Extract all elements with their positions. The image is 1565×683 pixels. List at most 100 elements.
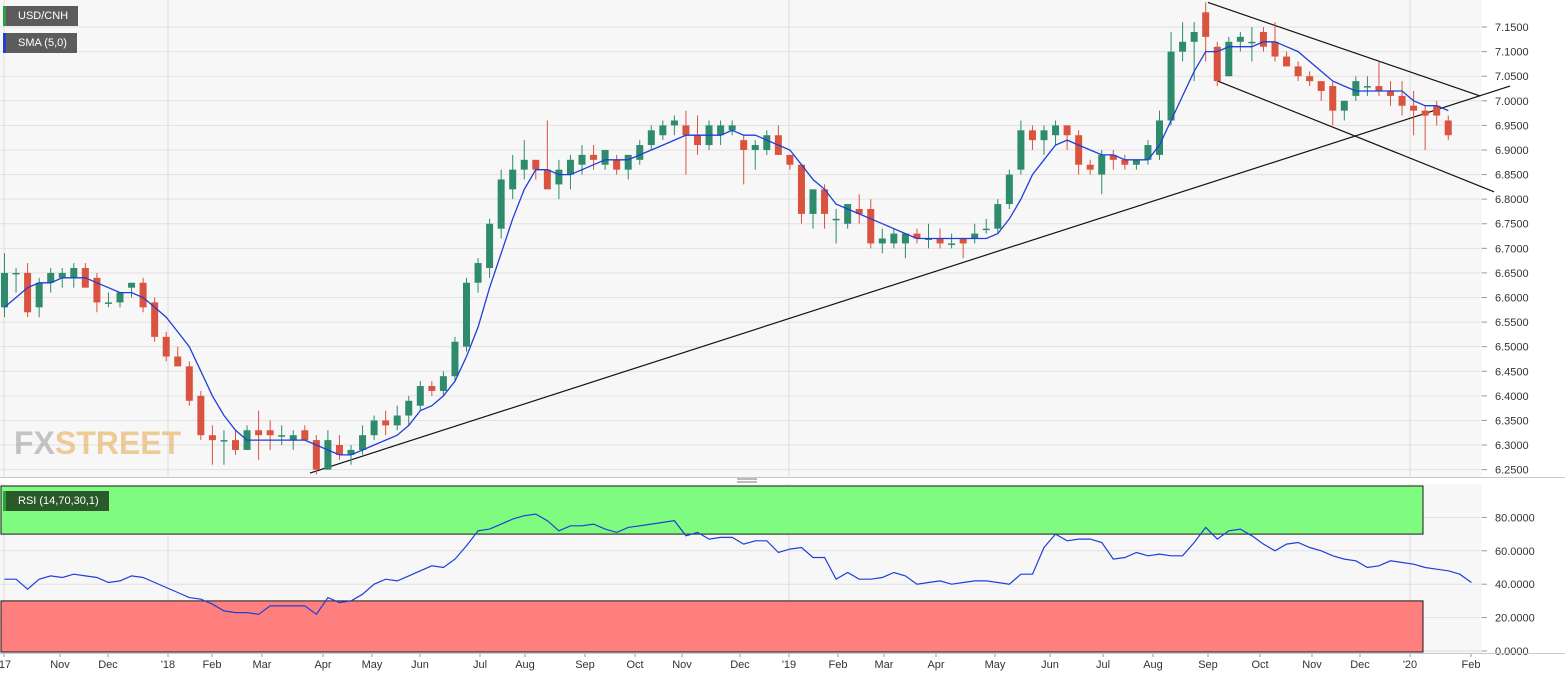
bearish-candle[interactable] — [855, 194, 863, 224]
sma-legend[interactable]: SMA (5,0) — [3, 33, 77, 53]
bullish-candle[interactable] — [1144, 140, 1152, 165]
bearish-candle[interactable] — [428, 381, 436, 396]
bullish-candle[interactable] — [1363, 76, 1371, 96]
bullish-candle[interactable] — [925, 223, 932, 249]
bullish-candle[interactable] — [12, 268, 20, 293]
bullish-candle[interactable] — [878, 228, 886, 254]
bearish-candle[interactable] — [959, 238, 967, 259]
bearish-candle[interactable] — [185, 361, 193, 406]
bullish-candle[interactable] — [1352, 76, 1360, 101]
bearish-candle[interactable] — [382, 410, 390, 436]
bullish-candle[interactable] — [104, 292, 112, 308]
pane-resize-handle[interactable] — [737, 478, 757, 483]
bearish-candle[interactable] — [335, 435, 343, 460]
bearish-candle[interactable] — [543, 120, 551, 190]
bullish-candle[interactable] — [647, 125, 655, 150]
bearish-candle[interactable] — [1086, 159, 1094, 175]
bearish-candle[interactable] — [312, 435, 320, 475]
bullish-candle[interactable] — [474, 258, 482, 293]
bullish-candle[interactable] — [994, 199, 1002, 234]
bearish-candle[interactable] — [1444, 115, 1452, 141]
bullish-candle[interactable] — [982, 218, 990, 234]
bearish-candle[interactable] — [93, 272, 101, 313]
bullish-candle[interactable] — [728, 120, 736, 136]
bearish-candle[interactable] — [24, 263, 32, 318]
bullish-candle[interactable] — [809, 189, 817, 229]
bearish-candle[interactable] — [266, 420, 274, 450]
bearish-candle[interactable] — [1398, 81, 1406, 116]
bullish-candle[interactable] — [624, 154, 632, 180]
bullish-candle[interactable] — [220, 430, 228, 465]
bullish-candle[interactable] — [1248, 27, 1256, 62]
bullish-candle[interactable] — [405, 395, 413, 426]
trend-line[interactable] — [1217, 80, 1495, 193]
bearish-candle[interactable] — [1109, 149, 1117, 170]
bearish-candle[interactable] — [682, 110, 690, 175]
bullish-candle[interactable] — [555, 159, 563, 200]
bearish-candle[interactable] — [255, 410, 263, 460]
trend-line[interactable] — [309, 85, 1511, 474]
bullish-candle[interactable] — [1052, 120, 1060, 146]
bullish-candle[interactable] — [1236, 31, 1244, 52]
bearish-candle[interactable] — [740, 135, 748, 185]
bullish-candle[interactable] — [393, 405, 401, 431]
bearish-candle[interactable] — [162, 331, 170, 362]
bullish-candle[interactable] — [70, 263, 78, 288]
bullish-candle[interactable] — [509, 154, 517, 200]
bearish-candle[interactable] — [1121, 154, 1129, 170]
bearish-candle[interactable] — [151, 297, 159, 342]
bearish-candle[interactable] — [786, 154, 794, 170]
bearish-candle[interactable] — [1410, 90, 1418, 136]
bullish-candle[interactable] — [35, 277, 43, 318]
bullish-candle[interactable] — [486, 218, 494, 278]
trend-line[interactable] — [1207, 1, 1481, 97]
bearish-candle[interactable] — [1306, 71, 1314, 87]
bearish-candle[interactable] — [1283, 51, 1291, 67]
bearish-candle[interactable] — [174, 346, 182, 367]
bullish-candle[interactable] — [1179, 22, 1187, 62]
bullish-candle[interactable] — [1167, 31, 1175, 126]
bullish-candle[interactable] — [1340, 100, 1348, 121]
bearish-candle[interactable] — [232, 430, 239, 455]
bullish-candle[interactable] — [659, 120, 667, 141]
bearish-candle[interactable] — [208, 425, 216, 465]
bearish-candle[interactable] — [613, 154, 621, 175]
bullish-candle[interactable] — [844, 204, 852, 229]
symbol-legend[interactable]: USD/CNH — [3, 6, 79, 26]
bearish-candle[interactable] — [1387, 81, 1394, 106]
bullish-candle[interactable] — [1156, 110, 1163, 160]
bearish-candle[interactable] — [301, 425, 309, 441]
bullish-candle[interactable] — [497, 169, 505, 239]
bearish-candle[interactable] — [913, 228, 921, 244]
bearish-candle[interactable] — [1259, 27, 1267, 52]
rsi-legend[interactable]: RSI (14,70,30,1) — [3, 491, 109, 511]
bullish-candle[interactable] — [948, 233, 956, 249]
bearish-candle[interactable] — [1317, 81, 1325, 101]
bearish-candle[interactable] — [867, 199, 875, 249]
bullish-candle[interactable] — [832, 208, 840, 244]
bearish-candle[interactable] — [1329, 81, 1337, 126]
bullish-candle[interactable] — [1132, 159, 1140, 170]
bullish-candle[interactable] — [636, 140, 644, 165]
bearish-candle[interactable] — [1213, 41, 1221, 87]
bullish-candle[interactable] — [901, 233, 909, 259]
bullish-candle[interactable] — [566, 154, 574, 190]
bullish-candle[interactable] — [763, 130, 771, 155]
bearish-candle[interactable] — [1063, 125, 1071, 150]
bullish-candle[interactable] — [439, 371, 447, 396]
bearish-candle[interactable] — [797, 164, 805, 224]
bullish-candle[interactable] — [128, 282, 136, 298]
bullish-candle[interactable] — [1017, 120, 1025, 175]
bullish-candle[interactable] — [670, 115, 678, 136]
bullish-candle[interactable] — [971, 223, 979, 244]
bullish-candle[interactable] — [520, 140, 528, 180]
bullish-candle[interactable] — [370, 415, 378, 441]
bearish-candle[interactable] — [590, 145, 598, 170]
bullish-candle[interactable] — [451, 336, 459, 382]
bearish-candle[interactable] — [1294, 61, 1302, 82]
bearish-candle[interactable] — [1028, 125, 1036, 150]
bearish-candle[interactable] — [1375, 61, 1383, 96]
bullish-candle[interactable] — [717, 120, 725, 146]
bearish-candle[interactable] — [139, 277, 147, 313]
bullish-candle[interactable] — [890, 228, 898, 249]
